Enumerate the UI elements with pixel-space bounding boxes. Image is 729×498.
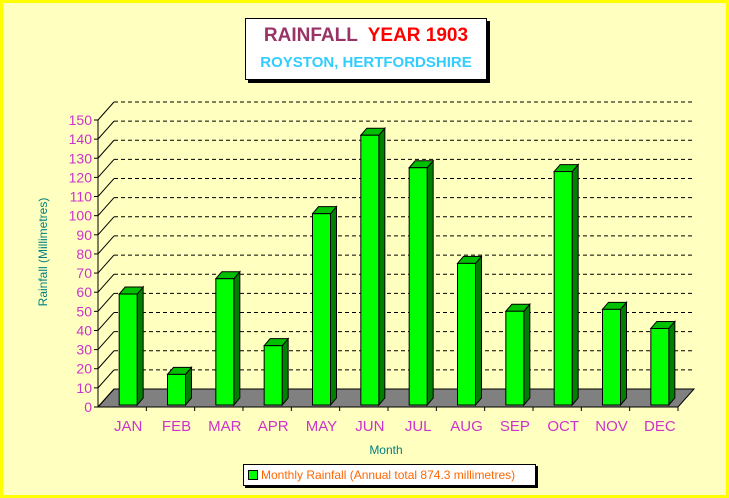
title-box: RAINFALL YEAR 1903 ROYSTON, HERTFORDSHIR… [245,18,487,80]
y-tick-label: 150 [69,112,93,128]
bar [359,126,386,407]
y-axis-title: Rainfall (Millimetres) [36,198,50,307]
y-tick-label: 0 [84,399,92,415]
y-tick-connector [97,273,115,293]
bar-side [330,205,337,407]
bar-side [233,270,241,407]
y-tick-connector [97,388,115,408]
bar [649,320,676,407]
bar [214,270,241,407]
y-tick-connector [97,139,115,159]
x-tick-label: AUG [450,418,483,435]
x-tick-label: NOV [595,418,628,435]
gridlines [114,101,694,371]
bar-side [426,159,434,407]
y-tick-connector [97,120,115,140]
y-tick-label: 80 [76,246,92,262]
x-tick-label: MAY [306,418,337,435]
chart-title: RAINFALL YEAR 1903 [246,25,486,47]
bar-front [602,308,621,406]
y-tick-label: 30 [76,342,92,358]
bar [601,300,628,407]
bar [456,255,483,407]
y-tick-connector [97,350,115,370]
bars [118,126,676,407]
bar-front [457,262,476,406]
bar-side [668,320,676,407]
x-tick-label: JAN [114,418,142,435]
bar-side [620,300,627,407]
x-tick-label: SEP [500,418,530,435]
chart-subtitle: ROYSTON, HERTFORDSHIRE [260,54,472,71]
bar-front [553,171,573,406]
y-tick-label: 100 [69,208,93,224]
y-tick-label: 20 [76,361,92,377]
bar-side [475,255,482,407]
x-tick-label: APR [258,418,289,435]
x-tick-label: JUN [355,418,384,435]
legend: Monthly Rainfall (Annual total 874.3 mil… [243,464,536,486]
bar-side [281,337,289,407]
y-tick-connector [97,312,115,331]
y-tick-label: 60 [76,284,92,300]
bar [553,163,580,407]
y-tick-label: 50 [76,303,92,319]
x-tick-label: MAR [208,418,242,435]
legend-label: Monthly Rainfall (Annual total 874.3 mil… [261,468,516,482]
y-tick-connector [97,159,115,178]
y-tick-label: 130 [69,150,93,166]
bar [166,366,193,407]
y-tick-label: 110 [70,189,93,205]
x-tick-label: OCT [547,418,579,435]
legend-swatch [248,470,258,480]
bar-front [505,310,525,406]
y-tick-connector [97,216,115,236]
y-tick-connector [97,293,115,312]
bar-side [571,163,579,407]
y-tick-connector [97,178,115,197]
y-tick-label: 40 [76,322,92,338]
x-axis-labels: JAN FEB MAR APR MAY JUN JUL AUG SEP OCT NOV DEC [114,407,679,435]
y-tick-connector [97,331,115,350]
chart-title-year: YEAR 1903 [367,25,469,46]
y-tick-connector [97,197,115,216]
x-tick-label: JUL [405,418,432,435]
y-tick-label: 140 [69,131,93,147]
y-tick-label: 10 [76,380,92,396]
y-tick-connector [97,235,115,255]
bar-front [215,278,235,406]
y-tick-connector [97,369,115,389]
y-tick-connector [97,101,115,121]
bar-side [136,285,144,407]
bar-front [312,213,331,406]
bar-front [360,134,380,406]
x-tick-label: DEC [644,418,676,435]
bar-front [650,327,670,406]
bar-front [263,345,283,406]
bar-front [167,373,186,406]
y-tick-label: 90 [76,227,92,243]
bar-front [118,293,138,406]
bar [311,205,338,407]
y-tick-connector [97,254,115,274]
bar-side [378,126,386,407]
chart-title-text: RAINFALL [263,25,358,46]
bar [408,159,435,407]
bar-front [408,167,428,406]
y-tick-label: 70 [76,265,92,281]
bar [118,285,145,407]
bar [263,337,290,407]
x-axis-title: Month [369,443,402,457]
y-tick-label: 120 [69,169,93,185]
bar [504,302,531,407]
x-tick-label: FEB [162,418,191,435]
y-axis: 0 10 20 30 40 50 60 70 80 90 100 110 120 130 140 150 [69,101,115,415]
bar-side [523,302,531,407]
